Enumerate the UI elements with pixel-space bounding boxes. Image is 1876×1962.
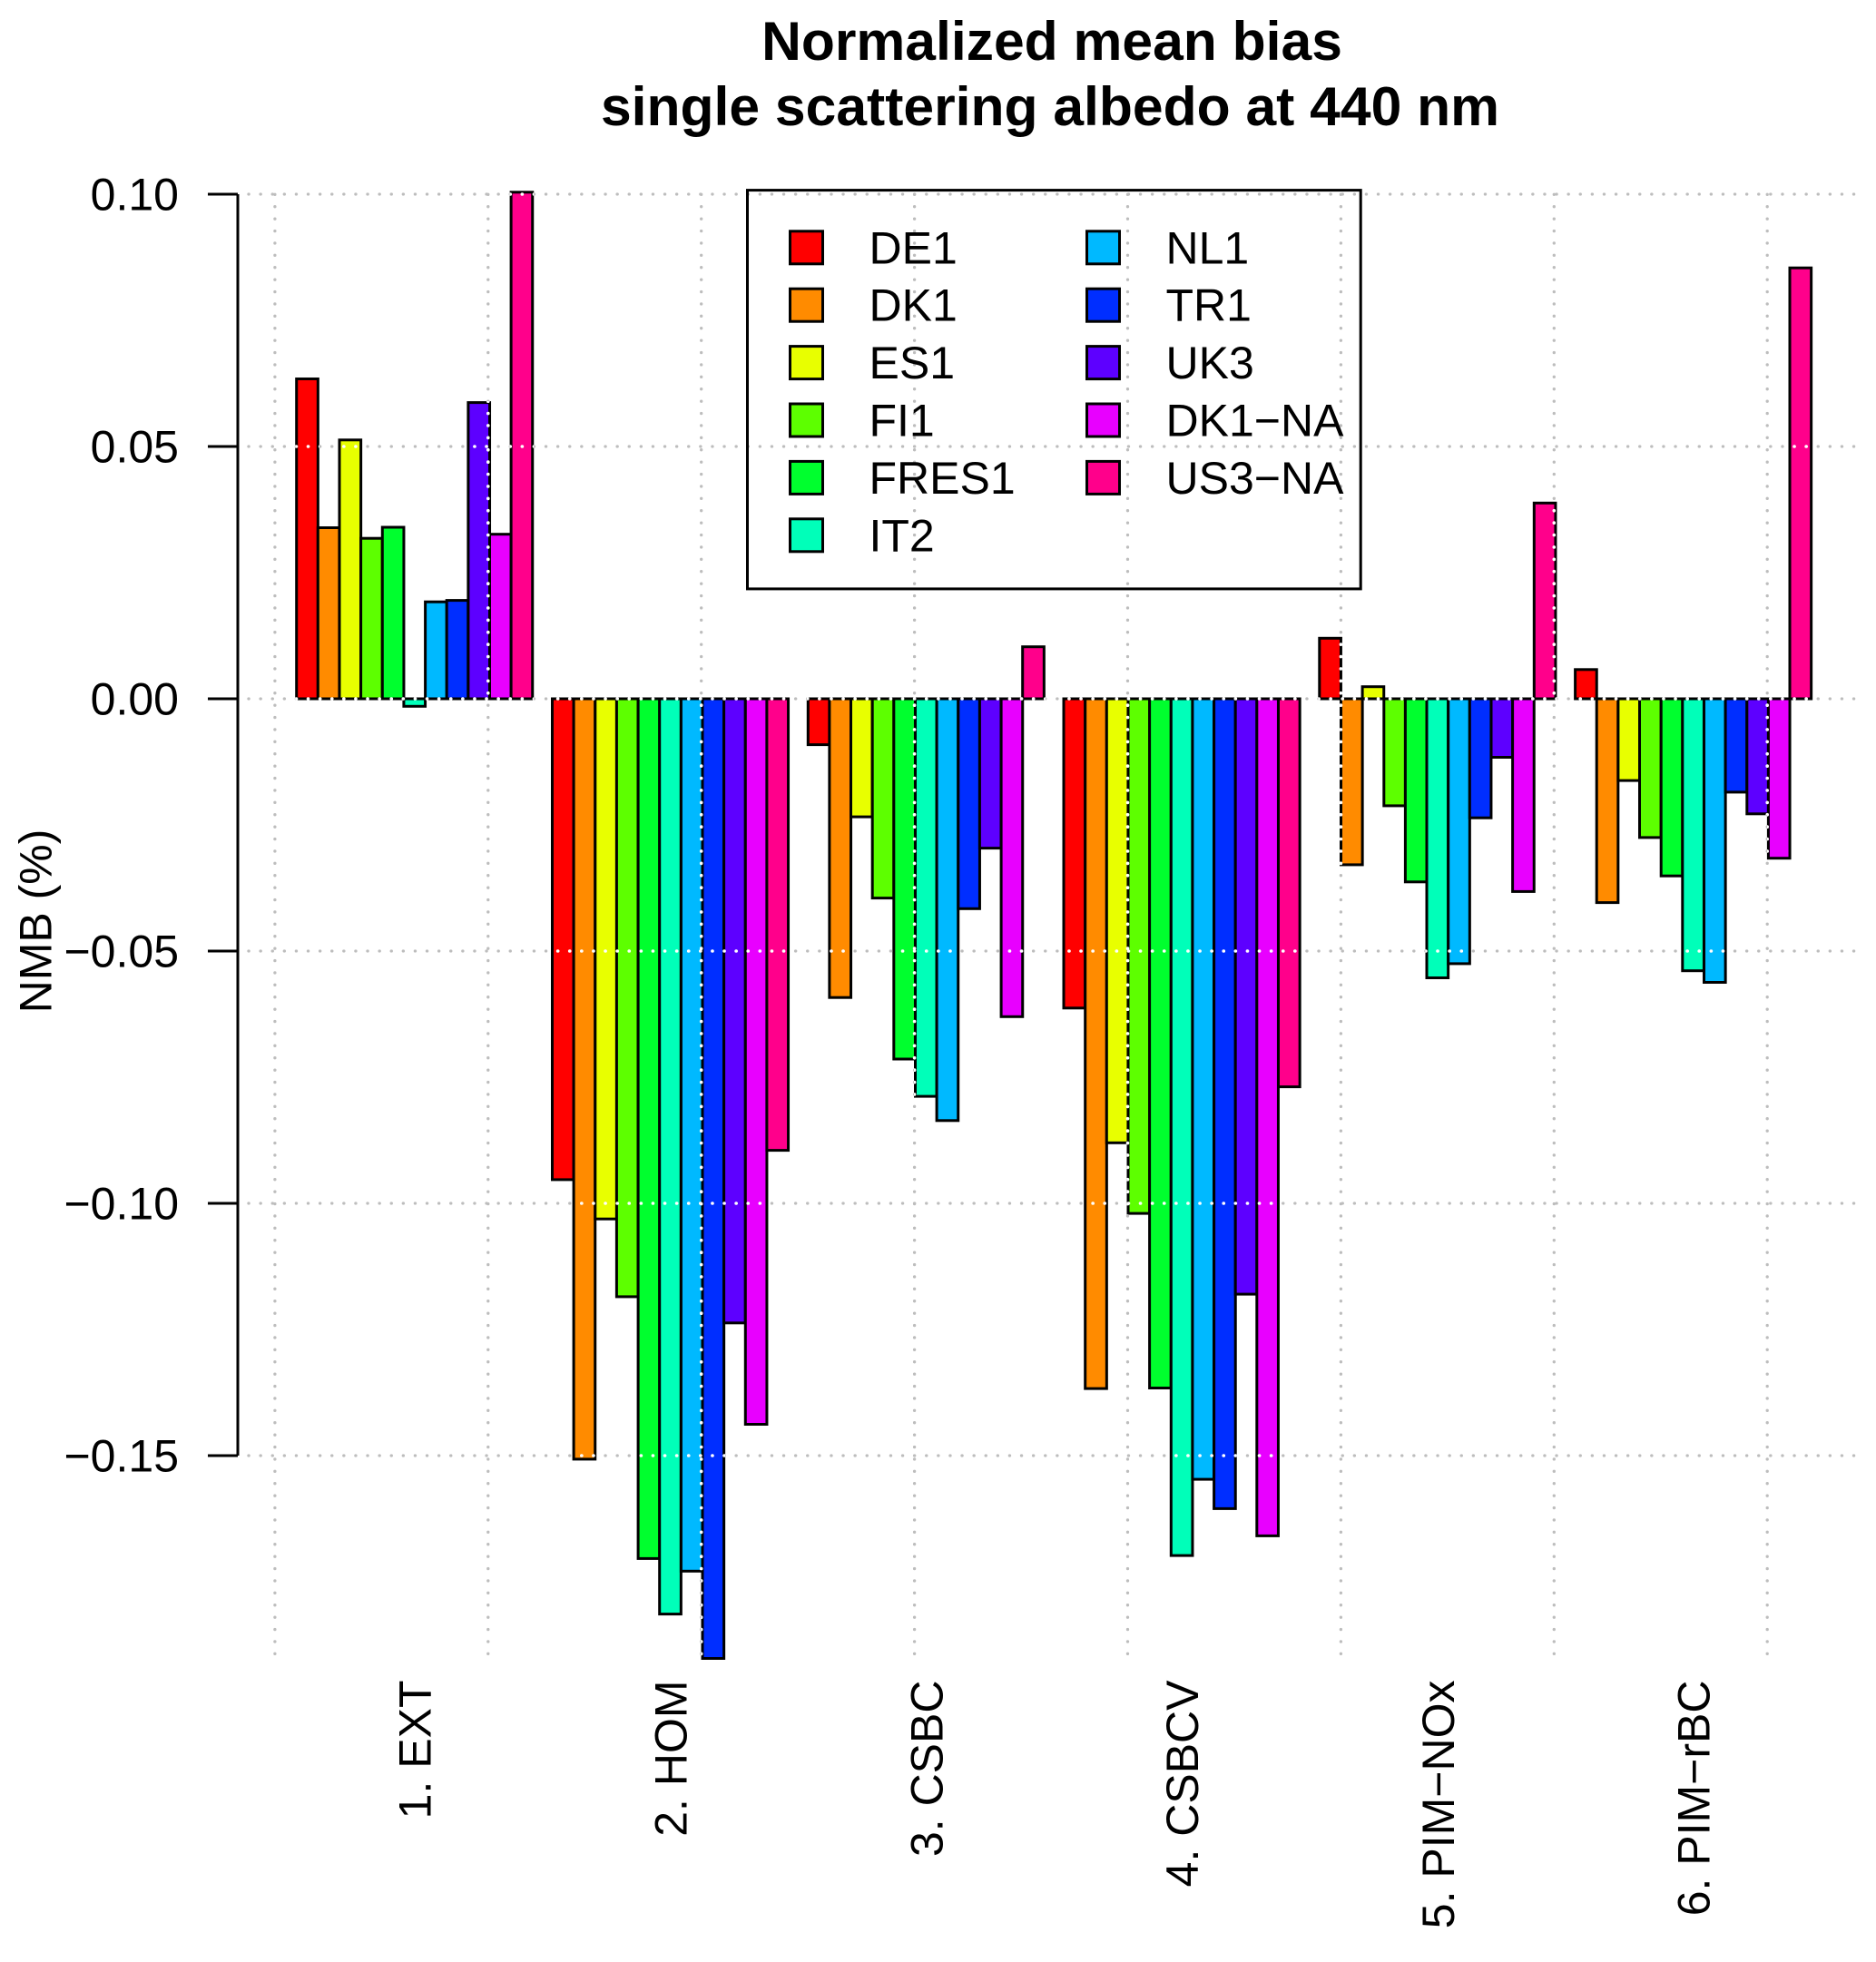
svg-text:5. PIM−NOx: 5. PIM−NOx	[1413, 1681, 1464, 1929]
svg-text:1. EXT: 1. EXT	[390, 1681, 441, 1820]
svg-text:IT2: IT2	[869, 510, 935, 561]
svg-text:−0.15: −0.15	[64, 1431, 179, 1482]
svg-text:ES1: ES1	[869, 338, 956, 388]
svg-text:US3−NA: US3−NA	[1166, 453, 1345, 504]
svg-text:TR1: TR1	[1166, 280, 1252, 331]
svg-text:2. HOM: 2. HOM	[646, 1681, 697, 1837]
svg-text:3. CSBC: 3. CSBC	[901, 1681, 952, 1858]
svg-text:−0.10: −0.10	[64, 1179, 179, 1230]
svg-text:0.10: 0.10	[91, 170, 179, 221]
svg-text:single scattering albedo at 44: single scattering albedo at 440 nm	[601, 75, 1499, 137]
svg-text:Normalized mean bias: Normalized mean bias	[761, 10, 1342, 72]
svg-text:UK3: UK3	[1166, 338, 1254, 388]
svg-text:FRES1: FRES1	[869, 453, 1016, 504]
svg-text:−0.05: −0.05	[64, 927, 179, 977]
svg-text:4. CSBCV: 4. CSBCV	[1157, 1680, 1208, 1888]
svg-text:DK1−NA: DK1−NA	[1166, 396, 1345, 446]
svg-text:0.05: 0.05	[91, 422, 179, 473]
svg-text:0.00: 0.00	[91, 674, 179, 725]
svg-text:6. PIM−rBC: 6. PIM−rBC	[1669, 1681, 1720, 1917]
svg-text:DE1: DE1	[869, 222, 958, 273]
svg-text:NMB (%): NMB (%)	[11, 829, 62, 1014]
svg-text:NL1: NL1	[1166, 222, 1250, 273]
svg-text:FI1: FI1	[869, 396, 935, 446]
svg-text:DK1: DK1	[869, 280, 958, 331]
